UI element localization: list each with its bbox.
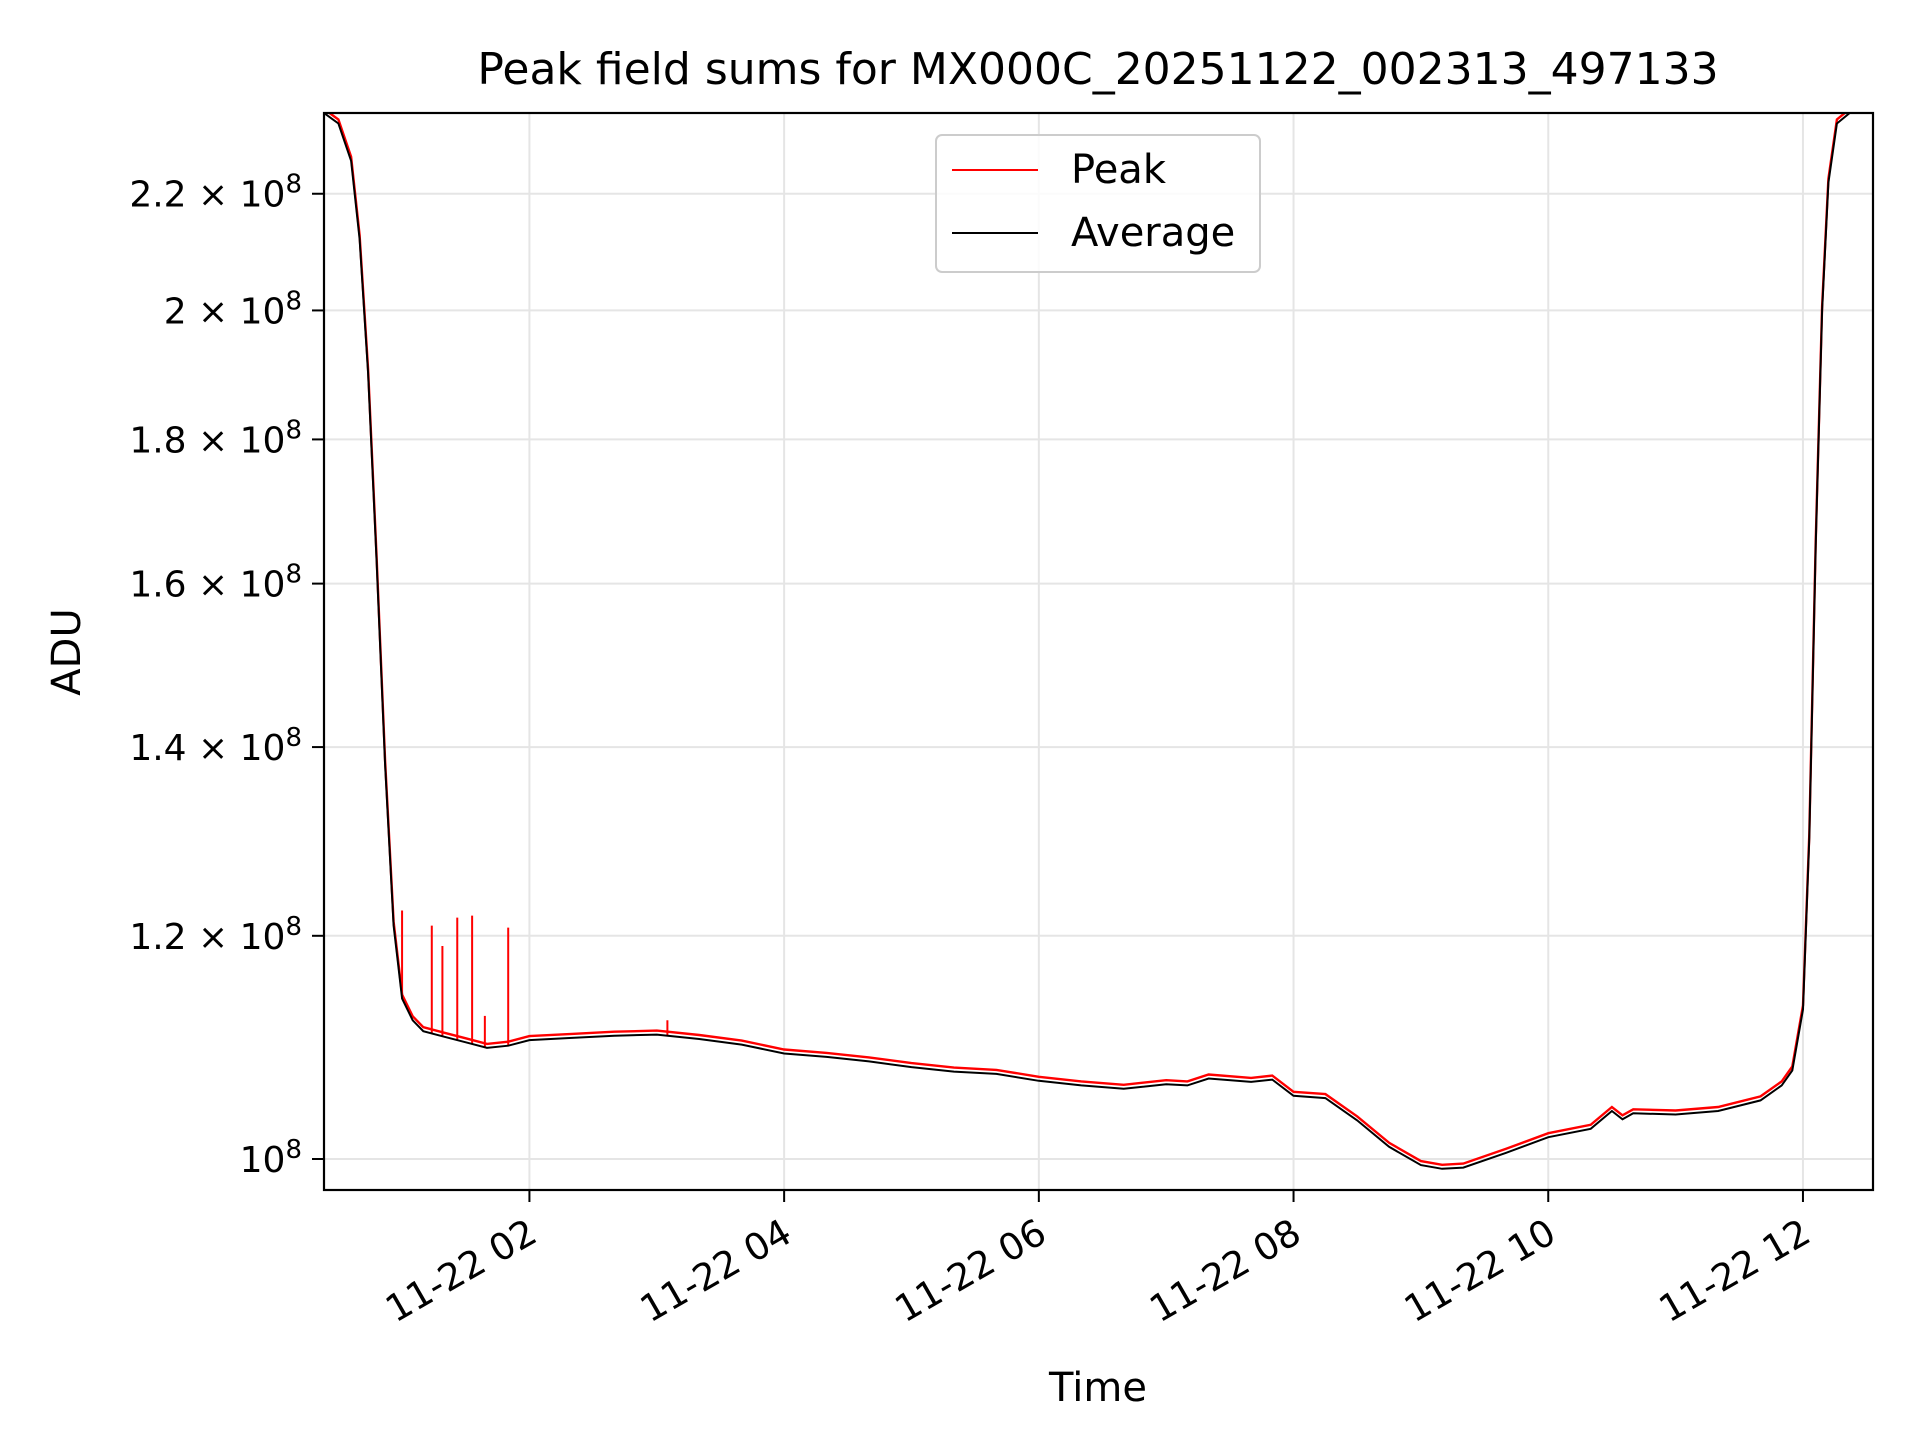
plot-frame — [322, 111, 1875, 1192]
x-tick-label: 11-22 04 — [633, 1211, 799, 1331]
x-axis-label: Time — [1048, 1365, 1147, 1411]
legend-peak-label: Peak — [1071, 147, 1167, 193]
y-tick-label: 2 × 108 — [164, 286, 302, 332]
average-series-line — [324, 113, 1873, 1170]
x-tick-label: 11-22 08 — [1142, 1211, 1308, 1331]
y-tick-label: 108 — [240, 1135, 302, 1181]
x-axis: 11-22 02 11-22 04 11-22 06 11-22 08 11-22 10… — [378, 1190, 1817, 1331]
plot-area — [324, 113, 1873, 1170]
y-tick-label: 2.2 × 108 — [129, 170, 302, 216]
y-tick-label: 1.2 × 108 — [129, 912, 302, 958]
x-tick-label: 11-22 02 — [378, 1211, 544, 1331]
chart-title: Peak field sums for MX000C_20251122_0023… — [477, 44, 1718, 95]
legend-average-label: Average — [1071, 210, 1235, 256]
grid — [324, 113, 1873, 1190]
x-tick-label: 11-22 10 — [1397, 1211, 1563, 1331]
y-axis: 108 1.2 × 108 1.4 × 108 1.6 × 108 1.8 × 108 2… — [129, 170, 324, 1181]
y-tick-label: 1.8 × 108 — [129, 415, 302, 461]
peak-series-line — [327, 113, 1847, 1167]
x-tick-label: 11-22 06 — [888, 1211, 1054, 1331]
y-axis-label: ADU — [44, 608, 90, 695]
y-tick-label: 1.4 × 108 — [129, 723, 302, 769]
y-tick-label: 1.6 × 108 — [129, 560, 302, 606]
legend: Peak Average — [935, 134, 1261, 273]
x-tick-label: 11-22 12 — [1652, 1211, 1818, 1331]
